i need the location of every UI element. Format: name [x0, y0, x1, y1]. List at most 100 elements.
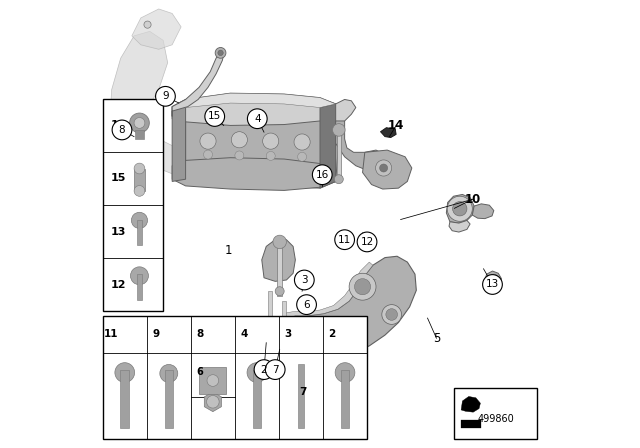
Circle shape: [115, 363, 134, 383]
Text: 6: 6: [303, 300, 310, 310]
Polygon shape: [284, 262, 373, 318]
Text: 15: 15: [111, 173, 126, 183]
Polygon shape: [172, 158, 336, 190]
Circle shape: [376, 160, 392, 176]
Circle shape: [130, 113, 149, 133]
Polygon shape: [461, 396, 481, 412]
Circle shape: [231, 132, 248, 148]
FancyBboxPatch shape: [135, 129, 144, 138]
Circle shape: [382, 305, 401, 324]
Circle shape: [266, 360, 285, 379]
Circle shape: [247, 363, 267, 383]
Circle shape: [200, 133, 216, 149]
Circle shape: [447, 196, 472, 221]
Text: 9: 9: [162, 91, 169, 101]
Circle shape: [204, 150, 212, 159]
Text: 4: 4: [240, 329, 248, 339]
FancyBboxPatch shape: [253, 370, 261, 428]
FancyBboxPatch shape: [454, 388, 538, 439]
Text: 6: 6: [196, 367, 203, 378]
Polygon shape: [449, 220, 470, 232]
Text: 1: 1: [225, 244, 232, 258]
Text: 2: 2: [328, 329, 335, 339]
Polygon shape: [336, 116, 387, 171]
Polygon shape: [132, 9, 181, 49]
Circle shape: [280, 330, 289, 339]
FancyBboxPatch shape: [137, 275, 141, 301]
Text: 499860: 499860: [477, 414, 514, 424]
Polygon shape: [109, 125, 195, 179]
Text: 12: 12: [111, 280, 126, 290]
FancyBboxPatch shape: [277, 240, 282, 296]
Text: 5: 5: [433, 332, 440, 345]
Circle shape: [266, 151, 275, 160]
Text: 11: 11: [338, 235, 351, 245]
Polygon shape: [172, 54, 224, 116]
FancyBboxPatch shape: [137, 220, 141, 245]
Polygon shape: [172, 107, 186, 181]
FancyBboxPatch shape: [103, 316, 367, 439]
FancyBboxPatch shape: [337, 132, 341, 181]
FancyBboxPatch shape: [134, 168, 145, 191]
Polygon shape: [204, 392, 221, 412]
Circle shape: [131, 212, 148, 228]
Circle shape: [452, 202, 467, 216]
Polygon shape: [172, 93, 336, 108]
Circle shape: [334, 175, 343, 184]
Circle shape: [355, 279, 371, 295]
Circle shape: [205, 107, 225, 126]
Polygon shape: [380, 128, 396, 138]
Circle shape: [134, 163, 145, 174]
Circle shape: [298, 152, 307, 161]
Circle shape: [207, 375, 219, 386]
Text: 14: 14: [388, 119, 404, 132]
Circle shape: [235, 151, 244, 160]
Text: 3: 3: [301, 275, 308, 285]
Circle shape: [218, 50, 223, 56]
Circle shape: [134, 185, 145, 196]
Text: 9: 9: [152, 329, 159, 339]
Circle shape: [254, 360, 274, 379]
Circle shape: [264, 324, 275, 335]
Text: 8: 8: [196, 329, 204, 339]
Circle shape: [156, 86, 175, 106]
Polygon shape: [275, 256, 417, 359]
Polygon shape: [262, 240, 296, 281]
Circle shape: [278, 325, 287, 334]
Circle shape: [490, 274, 499, 283]
Polygon shape: [320, 104, 336, 188]
FancyBboxPatch shape: [120, 370, 129, 428]
Text: 3: 3: [284, 329, 291, 339]
FancyBboxPatch shape: [461, 420, 481, 428]
Circle shape: [273, 235, 287, 249]
Text: 10: 10: [464, 193, 481, 206]
Circle shape: [297, 295, 316, 314]
Text: 4: 4: [254, 114, 260, 124]
Circle shape: [215, 47, 226, 58]
Text: 7: 7: [300, 387, 307, 396]
Text: 11: 11: [104, 329, 119, 339]
FancyBboxPatch shape: [282, 301, 287, 337]
Circle shape: [262, 133, 279, 149]
Text: 13: 13: [111, 227, 126, 237]
Circle shape: [349, 273, 376, 300]
Circle shape: [131, 267, 148, 285]
Circle shape: [275, 287, 284, 296]
Text: 16: 16: [111, 120, 127, 130]
Polygon shape: [172, 93, 336, 125]
Circle shape: [380, 164, 388, 172]
FancyBboxPatch shape: [200, 367, 227, 394]
Circle shape: [335, 230, 355, 250]
Circle shape: [160, 365, 178, 383]
Polygon shape: [472, 204, 494, 219]
Polygon shape: [186, 99, 340, 188]
Circle shape: [357, 232, 377, 252]
Text: 2: 2: [260, 365, 268, 375]
Polygon shape: [109, 31, 168, 130]
Circle shape: [294, 270, 314, 290]
FancyBboxPatch shape: [165, 370, 173, 428]
Text: 16: 16: [316, 170, 329, 180]
Circle shape: [144, 21, 151, 28]
Circle shape: [207, 396, 219, 408]
Text: 13: 13: [486, 280, 499, 289]
